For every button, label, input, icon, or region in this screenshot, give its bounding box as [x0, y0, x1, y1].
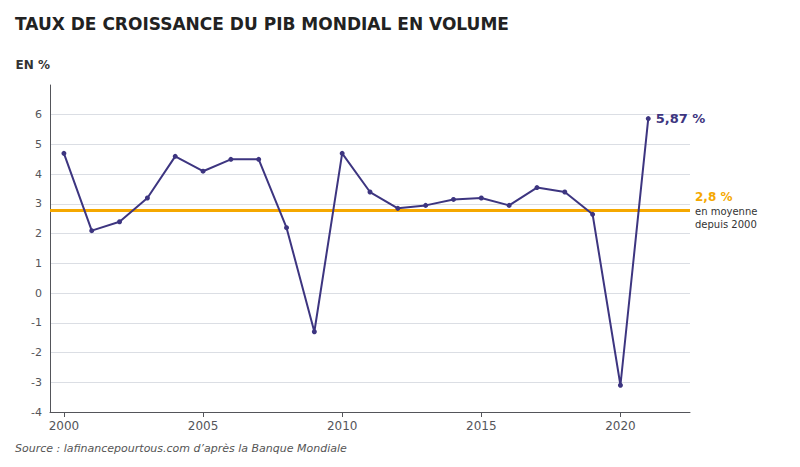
svg-text:5,87 %: 5,87 % [656, 111, 706, 126]
svg-text:0: 0 [35, 287, 42, 300]
svg-text:3: 3 [35, 197, 42, 210]
svg-text:depuis 2000: depuis 2000 [695, 219, 757, 230]
svg-text:2: 2 [35, 227, 42, 240]
svg-text:-3: -3 [31, 376, 42, 389]
svg-text:TAUX DE CROISSANCE DU PIB MOND: TAUX DE CROISSANCE DU PIB MONDIAL EN VOL… [15, 14, 509, 34]
svg-text:1: 1 [35, 257, 42, 270]
svg-text:-4: -4 [31, 406, 42, 419]
svg-text:Source : lafinancepourtous.com: Source : lafinancepourtous.com d’après l… [15, 442, 347, 455]
svg-text:2005: 2005 [188, 419, 219, 433]
svg-text:en moyenne: en moyenne [695, 206, 757, 217]
svg-text:EN %: EN % [16, 58, 50, 72]
svg-text:2,8 %: 2,8 % [695, 190, 732, 204]
svg-text:5: 5 [35, 138, 42, 151]
svg-text:2020: 2020 [605, 419, 636, 433]
svg-text:6: 6 [35, 108, 42, 121]
svg-text:2010: 2010 [327, 419, 358, 433]
svg-text:-1: -1 [31, 316, 42, 329]
svg-text:2000: 2000 [49, 419, 80, 433]
svg-text:-2: -2 [31, 346, 42, 359]
svg-text:4: 4 [35, 168, 42, 181]
svg-text:2015: 2015 [466, 419, 497, 433]
